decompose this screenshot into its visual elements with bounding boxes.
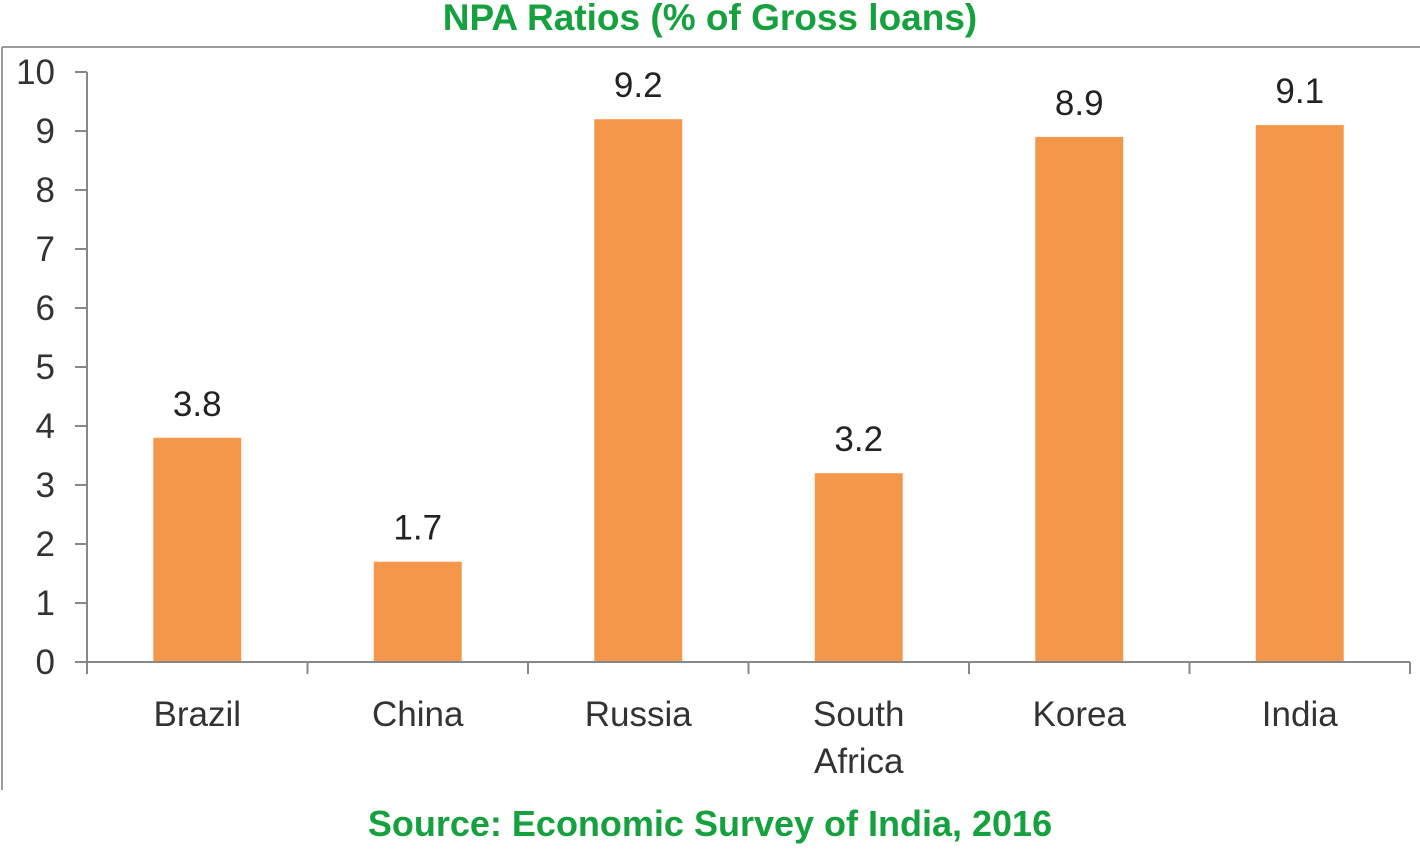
bar-china xyxy=(373,561,462,662)
bar-chart: 0 1 2 3 4 5 6 7 8 9 10 Brazil China Russia South Afric… xyxy=(1,46,1420,790)
y-tick-label: 6 xyxy=(36,289,55,328)
y-tick-label: 4 xyxy=(36,407,55,446)
data-label: 9.2 xyxy=(614,66,663,105)
data-label: 9.1 xyxy=(1275,72,1324,111)
x-category-label: Brazil xyxy=(153,695,241,734)
data-label: 1.7 xyxy=(393,509,442,548)
y-tick-label: 3 xyxy=(36,466,55,505)
data-label: 8.9 xyxy=(1055,84,1104,123)
bar-india xyxy=(1255,125,1344,663)
chart-source: Source: Economic Survey of India, 2016 xyxy=(367,803,1053,844)
data-label: 3.2 xyxy=(834,420,883,459)
y-tick-label: 7 xyxy=(36,230,55,269)
data-label: 3.8 xyxy=(173,385,222,424)
y-tick-label: 10 xyxy=(16,53,55,92)
y-tick-label: 8 xyxy=(36,171,55,210)
chart-frame xyxy=(1,46,1420,790)
bar-russia xyxy=(594,119,683,662)
y-axis: 0 1 2 3 4 5 6 7 8 9 10 xyxy=(16,53,88,682)
x-category-label: South xyxy=(813,695,904,734)
x-category-label: Korea xyxy=(1033,695,1127,734)
x-category-label: India xyxy=(1262,695,1338,734)
bar-south-africa xyxy=(814,473,903,662)
bars xyxy=(153,119,1344,663)
x-category-label: Russia xyxy=(585,695,693,734)
y-tick-label: 5 xyxy=(36,348,55,387)
y-tick-label: 0 xyxy=(36,643,55,682)
data-labels: 3.8 1.7 9.2 3.2 8.9 9.1 xyxy=(173,66,1324,548)
x-axis: Brazil China Russia South Africa Korea India xyxy=(86,661,1411,781)
bar-brazil xyxy=(153,437,242,662)
y-tick-label: 9 xyxy=(36,112,55,151)
chart-title: NPA Ratios (% of Gross loans) xyxy=(442,0,978,38)
y-tick-label: 1 xyxy=(36,584,55,623)
y-tick-label: 2 xyxy=(36,525,55,564)
x-category-label: Africa xyxy=(814,742,904,781)
bar-korea xyxy=(1035,136,1124,662)
x-category-label: China xyxy=(372,695,464,734)
